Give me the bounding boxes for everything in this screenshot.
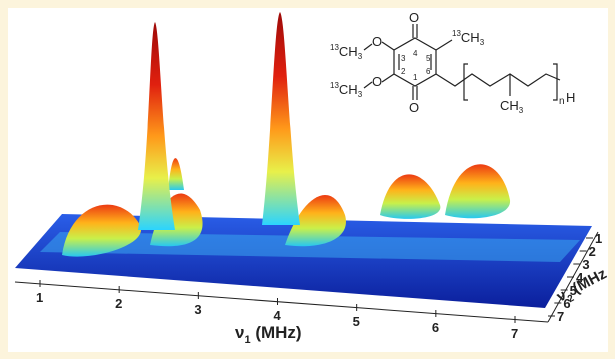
x-tick-label: 3 [194, 302, 201, 317]
axis-index: 1 [244, 334, 250, 346]
ring-number: 5 [426, 54, 431, 63]
ring-number: 1 [413, 73, 418, 82]
x-tick-label: 2 [115, 296, 122, 311]
group: CH [500, 98, 519, 113]
atom-label: O [372, 74, 382, 89]
y-tick-label: 2 [589, 244, 596, 259]
surface-hump [168, 158, 184, 190]
isotope: 13 [452, 29, 461, 38]
x-tick-label: 1 [36, 290, 43, 305]
x-axis-label: ν1 (MHz) [235, 323, 302, 346]
bond [363, 43, 373, 51]
y-tick-label: 3 [582, 257, 589, 272]
surface-hump [285, 194, 346, 247]
atom-label: O [409, 100, 419, 115]
surface-peak [138, 22, 175, 230]
group: CH [461, 30, 480, 45]
surface-peak [262, 12, 300, 225]
bond [381, 41, 395, 51]
molecule: O O O O 13CH3 13CH3 13CH3 CH3 4 5 6 1 2 … [330, 10, 575, 115]
y-tick-label: 1 [595, 231, 602, 246]
group-label: CH3 [500, 98, 524, 115]
count: 3 [480, 38, 485, 47]
x-tick-label: 4 [274, 308, 282, 323]
axis-index: 2 [566, 293, 576, 306]
count: 3 [358, 90, 363, 99]
ring-number: 4 [413, 49, 418, 58]
bracket [553, 63, 558, 101]
axis-unit: (MHz) [251, 323, 302, 342]
surface-hump [62, 204, 142, 257]
count: 3 [358, 52, 363, 61]
surface-hump [380, 174, 441, 219]
surface-hump [150, 193, 203, 247]
ring-number: 6 [426, 67, 431, 76]
repeat-label: n [559, 96, 565, 107]
x-axis-line [14, 281, 549, 323]
group: CH [339, 44, 358, 59]
group-label: 13CH3 [452, 29, 485, 47]
ring-number: 2 [401, 67, 406, 76]
atom-label: O [372, 34, 382, 49]
bond [363, 81, 373, 89]
group: CH [339, 82, 358, 97]
ring-number: 3 [401, 54, 406, 63]
axis-symbol: ν [235, 323, 244, 342]
bracket [463, 63, 468, 101]
bond [435, 39, 453, 51]
atom-label: O [409, 10, 419, 25]
group-label: 13CH3 [330, 43, 363, 61]
x-tick-label: 6 [432, 320, 439, 335]
y-tick-label: 5 [570, 283, 577, 298]
chain [435, 73, 561, 87]
isotope: 13 [330, 81, 339, 90]
y-tick-label: 6 [563, 296, 570, 311]
surface-hump [445, 164, 511, 219]
atom-label: H [566, 90, 575, 105]
bond [381, 73, 395, 83]
group-label: 13CH3 [330, 81, 363, 99]
count: 3 [519, 106, 524, 115]
y-tick-label: 4 [576, 270, 584, 285]
y-tick-label: 7 [557, 309, 564, 324]
x-tick-label: 7 [511, 326, 518, 341]
isotope: 13 [330, 43, 339, 52]
x-tick-label: 5 [353, 314, 360, 329]
